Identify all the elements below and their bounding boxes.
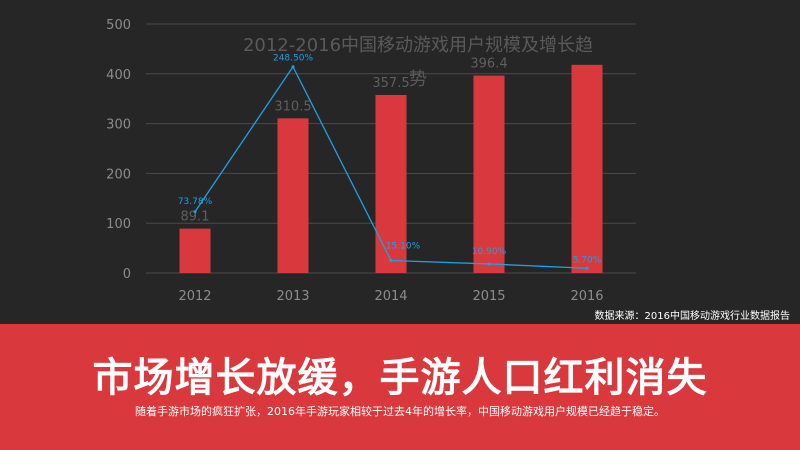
growth-label: 248.50% — [273, 54, 313, 64]
bar — [375, 94, 407, 273]
bar-value-label: 396.4 — [470, 57, 507, 72]
bar-value-label: 357.5 — [372, 76, 409, 91]
y-tick-label: 300 — [106, 118, 131, 133]
x-tick-label: 2012 — [178, 289, 211, 304]
bar-value-label: 310.5 — [274, 99, 311, 114]
headline: 市场增长放缓，手游人口红利消失 — [92, 355, 708, 401]
growth-point — [389, 258, 393, 262]
y-tick-label: 0 — [123, 267, 131, 282]
bar-labels: 89.1 310.5 357.5 396.4 — [181, 57, 508, 225]
y-tick-label: 200 — [106, 167, 131, 182]
x-tick-label: 2016 — [570, 289, 603, 304]
x-axis-ticks: 2012 2013 2014 2015 2016 — [178, 289, 603, 304]
x-tick-label: 2013 — [276, 289, 309, 304]
x-tick-label: 2015 — [472, 289, 505, 304]
growth-point — [585, 266, 589, 270]
chart-title-line2: 势 — [409, 69, 427, 90]
growth-label: 5.70% — [573, 255, 602, 265]
subline: 随着手游市场的疯狂扩张，2016年手游玩家相较于过去4年的增长率，中国移动游戏用… — [135, 405, 665, 418]
growth-point — [487, 262, 491, 266]
y-tick-label: 500 — [106, 18, 131, 33]
growth-label: 10.90% — [472, 247, 507, 257]
data-source: 数据来源：2016中国移动游戏行业数据报告 — [594, 311, 790, 322]
bar — [179, 228, 211, 273]
growth-labels: 73.78% 248.50% 15.10% 10.90% 5.70% — [178, 54, 602, 266]
bar-value-label: 89.1 — [181, 210, 210, 225]
bar — [571, 64, 603, 273]
y-axis-ticks: 0 100 200 300 400 500 — [106, 18, 131, 282]
chart-title-line1: 2012-2016中国移动游戏用户规模及增长趋 — [243, 35, 593, 56]
bar — [277, 118, 309, 273]
growth-label: 15.10% — [386, 241, 421, 251]
growth-line — [193, 65, 589, 270]
growth-point — [291, 65, 295, 69]
y-tick-label: 400 — [106, 68, 131, 83]
bar — [473, 75, 505, 273]
y-tick-label: 100 — [106, 217, 131, 232]
bar-line-chart: 0 100 200 300 400 500 2012-2016中国移动游戏用户规模及增长趋… — [106, 18, 636, 304]
bars — [179, 64, 603, 273]
growth-label: 73.78% — [178, 197, 213, 207]
x-tick-label: 2014 — [374, 289, 407, 304]
headline-banner — [0, 324, 800, 450]
growth-point — [193, 210, 197, 214]
